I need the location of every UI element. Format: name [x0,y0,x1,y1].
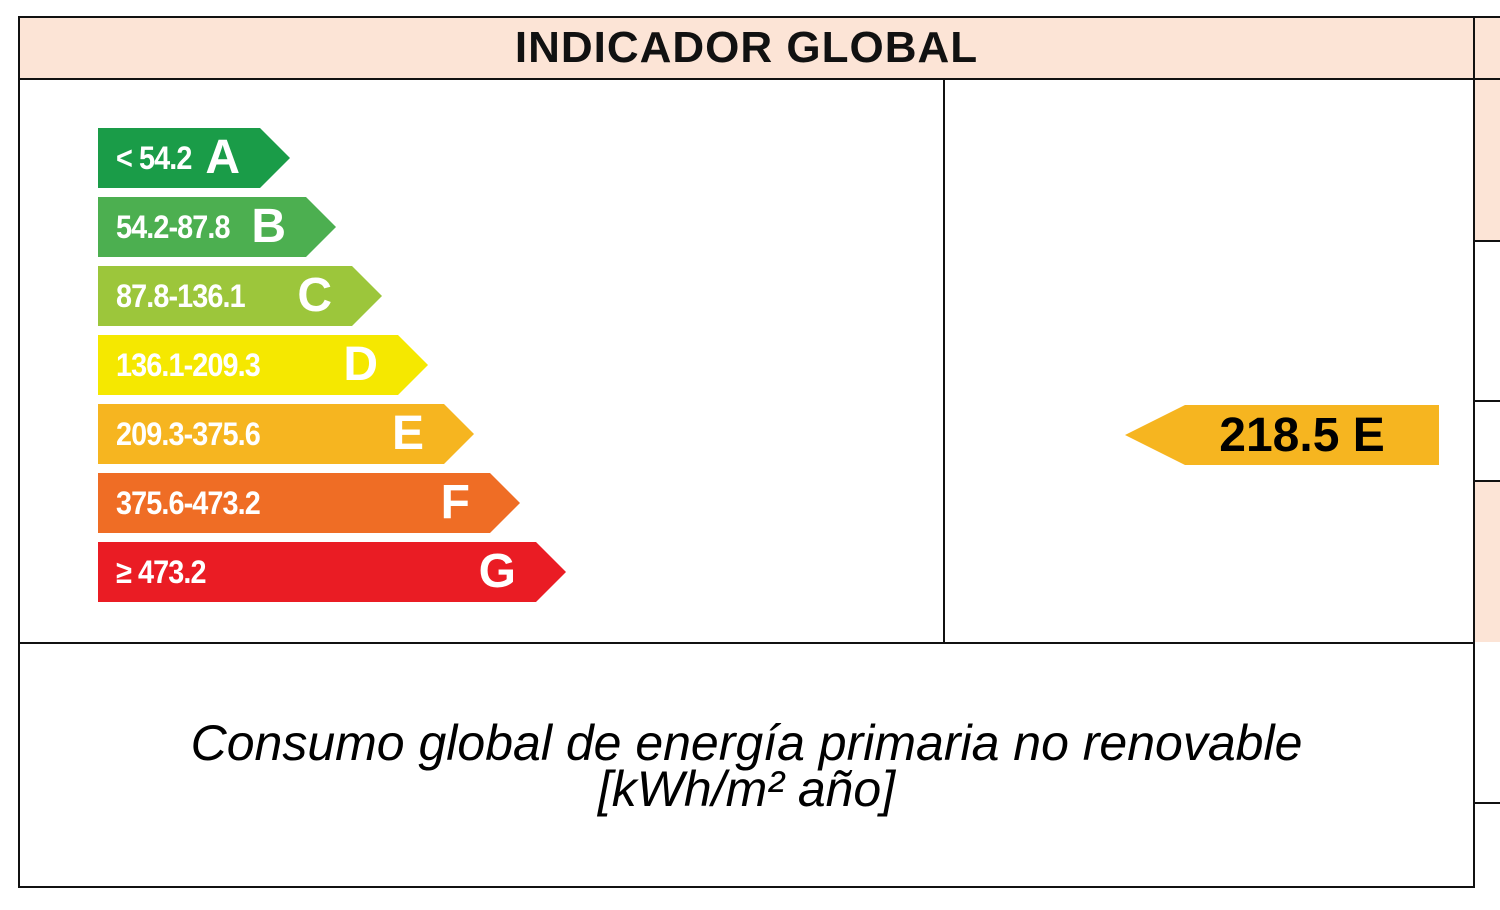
table-left-border [18,16,20,888]
rating-band-f: 375.6-473.2 F [98,473,520,533]
adjacent-row-line [1475,480,1500,482]
band-letter-e: E [391,407,424,460]
column-divider [943,78,945,644]
band-range-b: 54.2-87.8 [116,208,230,245]
caption-line-1: Consumo global de energía primaria no re… [190,715,1303,771]
indicator-caption: Consumo global de energía primaria no re… [20,715,1473,817]
rating-band-d: 136.1-209.3 D [98,335,428,395]
adjacent-row-line [1475,802,1500,804]
band-range-g: ≥ 473.2 [116,553,206,590]
band-letter-c: C [297,269,332,322]
page-title: INDICADOR GLOBAL [514,23,979,72]
band-range-e: 209.3-375.6 [116,415,260,452]
adjacent-row-line [1475,400,1500,402]
table-top-border [18,16,1500,18]
rating-band-e: 209.3-375.6 E [98,404,474,464]
band-letter-d: D [343,338,378,391]
row-divider [18,642,1475,644]
band-letter-f: F [440,476,470,529]
table-right-border [1473,16,1475,888]
rating-band-b: 54.2-87.8 B [98,197,336,257]
adjacent-row-line [1475,240,1500,242]
rating-band-c: 87.8-136.1 C [98,266,382,326]
rating-result-arrow: 218.5 E [1125,405,1439,465]
caption-line-2: [kWh/m² año] [597,761,896,817]
band-letter-a: A [205,131,240,184]
table-bottom-border [18,886,1475,888]
band-range-d: 136.1-209.3 [116,346,260,383]
adjacent-column-header [1475,18,1500,78]
header-cell: INDICADOR GLOBAL [20,18,1473,78]
adjacent-column-cell [1475,482,1500,642]
band-range-f: 375.6-473.2 [116,484,260,521]
adjacent-column-cell [1475,80,1500,240]
band-letter-b: B [251,200,286,253]
rating-band-a: < 54.2 A [98,128,290,188]
band-range-c: 87.8-136.1 [116,277,245,314]
rating-result-label: 218.5 E [1219,408,1385,462]
header-bottom-border [18,78,1500,80]
band-range-a: < 54.2 [116,139,192,176]
rating-band-g: ≥ 473.2 G [98,542,566,602]
band-letter-g: G [478,545,516,598]
